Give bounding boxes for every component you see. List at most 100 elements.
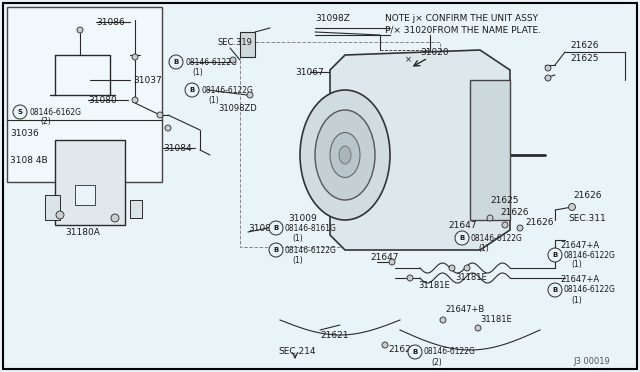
Text: 3108 4B: 3108 4B: [10, 155, 47, 164]
Circle shape: [455, 231, 469, 245]
Text: 08146-6122G: 08146-6122G: [201, 86, 253, 94]
Circle shape: [382, 342, 388, 348]
Text: 31037: 31037: [133, 76, 162, 84]
Text: (1): (1): [208, 96, 219, 105]
Text: B: B: [552, 252, 557, 258]
Polygon shape: [330, 50, 510, 250]
Circle shape: [449, 265, 455, 271]
Bar: [55, 140, 125, 225]
Ellipse shape: [330, 132, 360, 177]
Text: (2): (2): [431, 357, 442, 366]
Text: 21647+B: 21647+B: [445, 305, 484, 314]
Bar: [470, 80, 510, 220]
Text: 31181E: 31181E: [480, 315, 512, 324]
Text: B: B: [460, 235, 465, 241]
Text: SEC.311: SEC.311: [568, 214, 605, 222]
Text: (1): (1): [292, 256, 303, 264]
Text: 31082U: 31082U: [248, 224, 283, 232]
Circle shape: [568, 203, 575, 211]
Text: B: B: [189, 87, 195, 93]
Circle shape: [548, 248, 562, 262]
Text: 21626: 21626: [573, 190, 602, 199]
Ellipse shape: [300, 90, 390, 220]
Text: 08146-6162G: 08146-6162G: [29, 108, 81, 116]
Text: 21625: 21625: [490, 196, 518, 205]
Circle shape: [111, 214, 119, 222]
Text: (1): (1): [478, 244, 489, 253]
Circle shape: [247, 92, 253, 98]
Text: 31181E: 31181E: [418, 280, 450, 289]
Text: B: B: [412, 349, 418, 355]
Text: 08146-6122G: 08146-6122G: [285, 246, 337, 254]
Text: B: B: [273, 247, 278, 253]
Circle shape: [132, 54, 138, 60]
Bar: [240, 32, 255, 57]
Text: 08146-6122G: 08146-6122G: [424, 347, 476, 356]
Text: 21626: 21626: [570, 41, 598, 49]
Text: 31180A: 31180A: [65, 228, 100, 237]
Bar: [45, 195, 60, 220]
Text: (1): (1): [571, 260, 582, 269]
Circle shape: [13, 105, 27, 119]
Text: 21647: 21647: [370, 253, 399, 263]
Text: SEC.214: SEC.214: [278, 347, 316, 356]
Ellipse shape: [339, 146, 351, 164]
Text: SEC.319: SEC.319: [218, 38, 253, 46]
Text: (2): (2): [40, 116, 51, 125]
Bar: [7, 7, 162, 182]
Circle shape: [548, 283, 562, 297]
Circle shape: [517, 225, 523, 231]
Circle shape: [269, 221, 283, 235]
Text: S: S: [17, 109, 22, 115]
Circle shape: [545, 65, 551, 71]
Text: B: B: [273, 225, 278, 231]
Text: (1): (1): [571, 295, 582, 305]
Circle shape: [269, 243, 283, 257]
Text: 08146-6122G: 08146-6122G: [185, 58, 237, 67]
Text: 31086: 31086: [96, 17, 125, 26]
Text: 21647: 21647: [448, 221, 477, 230]
Text: B: B: [552, 287, 557, 293]
Text: 21626: 21626: [500, 208, 529, 217]
Text: 31067: 31067: [295, 67, 324, 77]
Bar: [130, 200, 142, 218]
Circle shape: [77, 27, 83, 33]
Bar: [240, 42, 440, 247]
Text: B: B: [173, 59, 179, 65]
Circle shape: [165, 125, 171, 131]
Circle shape: [464, 265, 470, 271]
Text: 08146-6122G: 08146-6122G: [564, 250, 616, 260]
Bar: [75, 185, 95, 205]
Circle shape: [408, 345, 422, 359]
Circle shape: [169, 55, 183, 69]
Text: 08146-6122G: 08146-6122G: [564, 285, 616, 295]
Circle shape: [407, 275, 413, 281]
Text: (1): (1): [192, 67, 203, 77]
Text: 31020: 31020: [420, 48, 449, 57]
Ellipse shape: [315, 110, 375, 200]
Circle shape: [389, 259, 395, 265]
Circle shape: [230, 57, 236, 63]
Text: 31084: 31084: [163, 144, 191, 153]
Circle shape: [157, 112, 163, 118]
Circle shape: [185, 83, 199, 97]
Text: 21647+A: 21647+A: [560, 241, 599, 250]
Circle shape: [132, 97, 138, 103]
Circle shape: [440, 317, 446, 323]
Text: 21623: 21623: [388, 346, 417, 355]
Text: 31098Z: 31098Z: [315, 13, 350, 22]
Circle shape: [487, 215, 493, 221]
Circle shape: [545, 75, 551, 81]
Circle shape: [475, 325, 481, 331]
Text: 21626: 21626: [525, 218, 554, 227]
Text: ×: ×: [405, 55, 412, 64]
Text: 31098ZD: 31098ZD: [218, 103, 257, 112]
Text: 31036: 31036: [10, 128, 39, 138]
Text: 21647+A: 21647+A: [560, 276, 599, 285]
Text: 31009: 31009: [288, 214, 317, 222]
Text: 08146-8161G: 08146-8161G: [285, 224, 337, 232]
Circle shape: [56, 211, 64, 219]
Text: NOTE j× CONFIRM THE UNIT ASSY: NOTE j× CONFIRM THE UNIT ASSY: [385, 13, 538, 22]
Text: P/× 31020FROM THE NAME PLATE.: P/× 31020FROM THE NAME PLATE.: [385, 26, 541, 35]
Circle shape: [502, 222, 508, 228]
